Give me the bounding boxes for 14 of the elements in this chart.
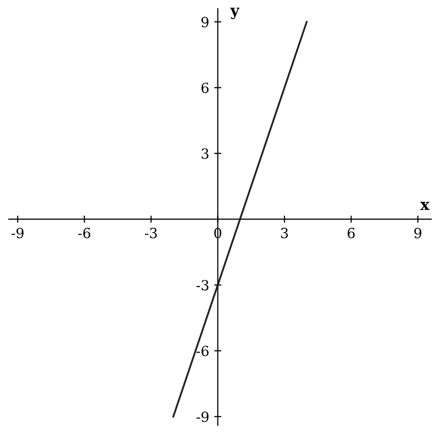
y-axis-title: y	[230, 8, 240, 20]
y-tick-label: 9	[201, 16, 209, 28]
x-tick-label: 6	[348, 228, 355, 238]
y-tick-label: -9	[196, 412, 209, 422]
y-tick-label: -6	[196, 346, 209, 356]
y-tick-label: -3	[196, 280, 208, 290]
x-tick-label: -9	[12, 228, 24, 238]
x-tick-label: -3	[144, 228, 157, 238]
y-tick-label: 3	[202, 148, 208, 159]
y-tick-label: 6	[202, 82, 209, 94]
x-tick-label: 9	[414, 228, 422, 238]
x-tick-label: 3	[281, 228, 288, 238]
x-axis-title: x	[420, 202, 430, 210]
x-tick-label: -6	[78, 228, 90, 238]
